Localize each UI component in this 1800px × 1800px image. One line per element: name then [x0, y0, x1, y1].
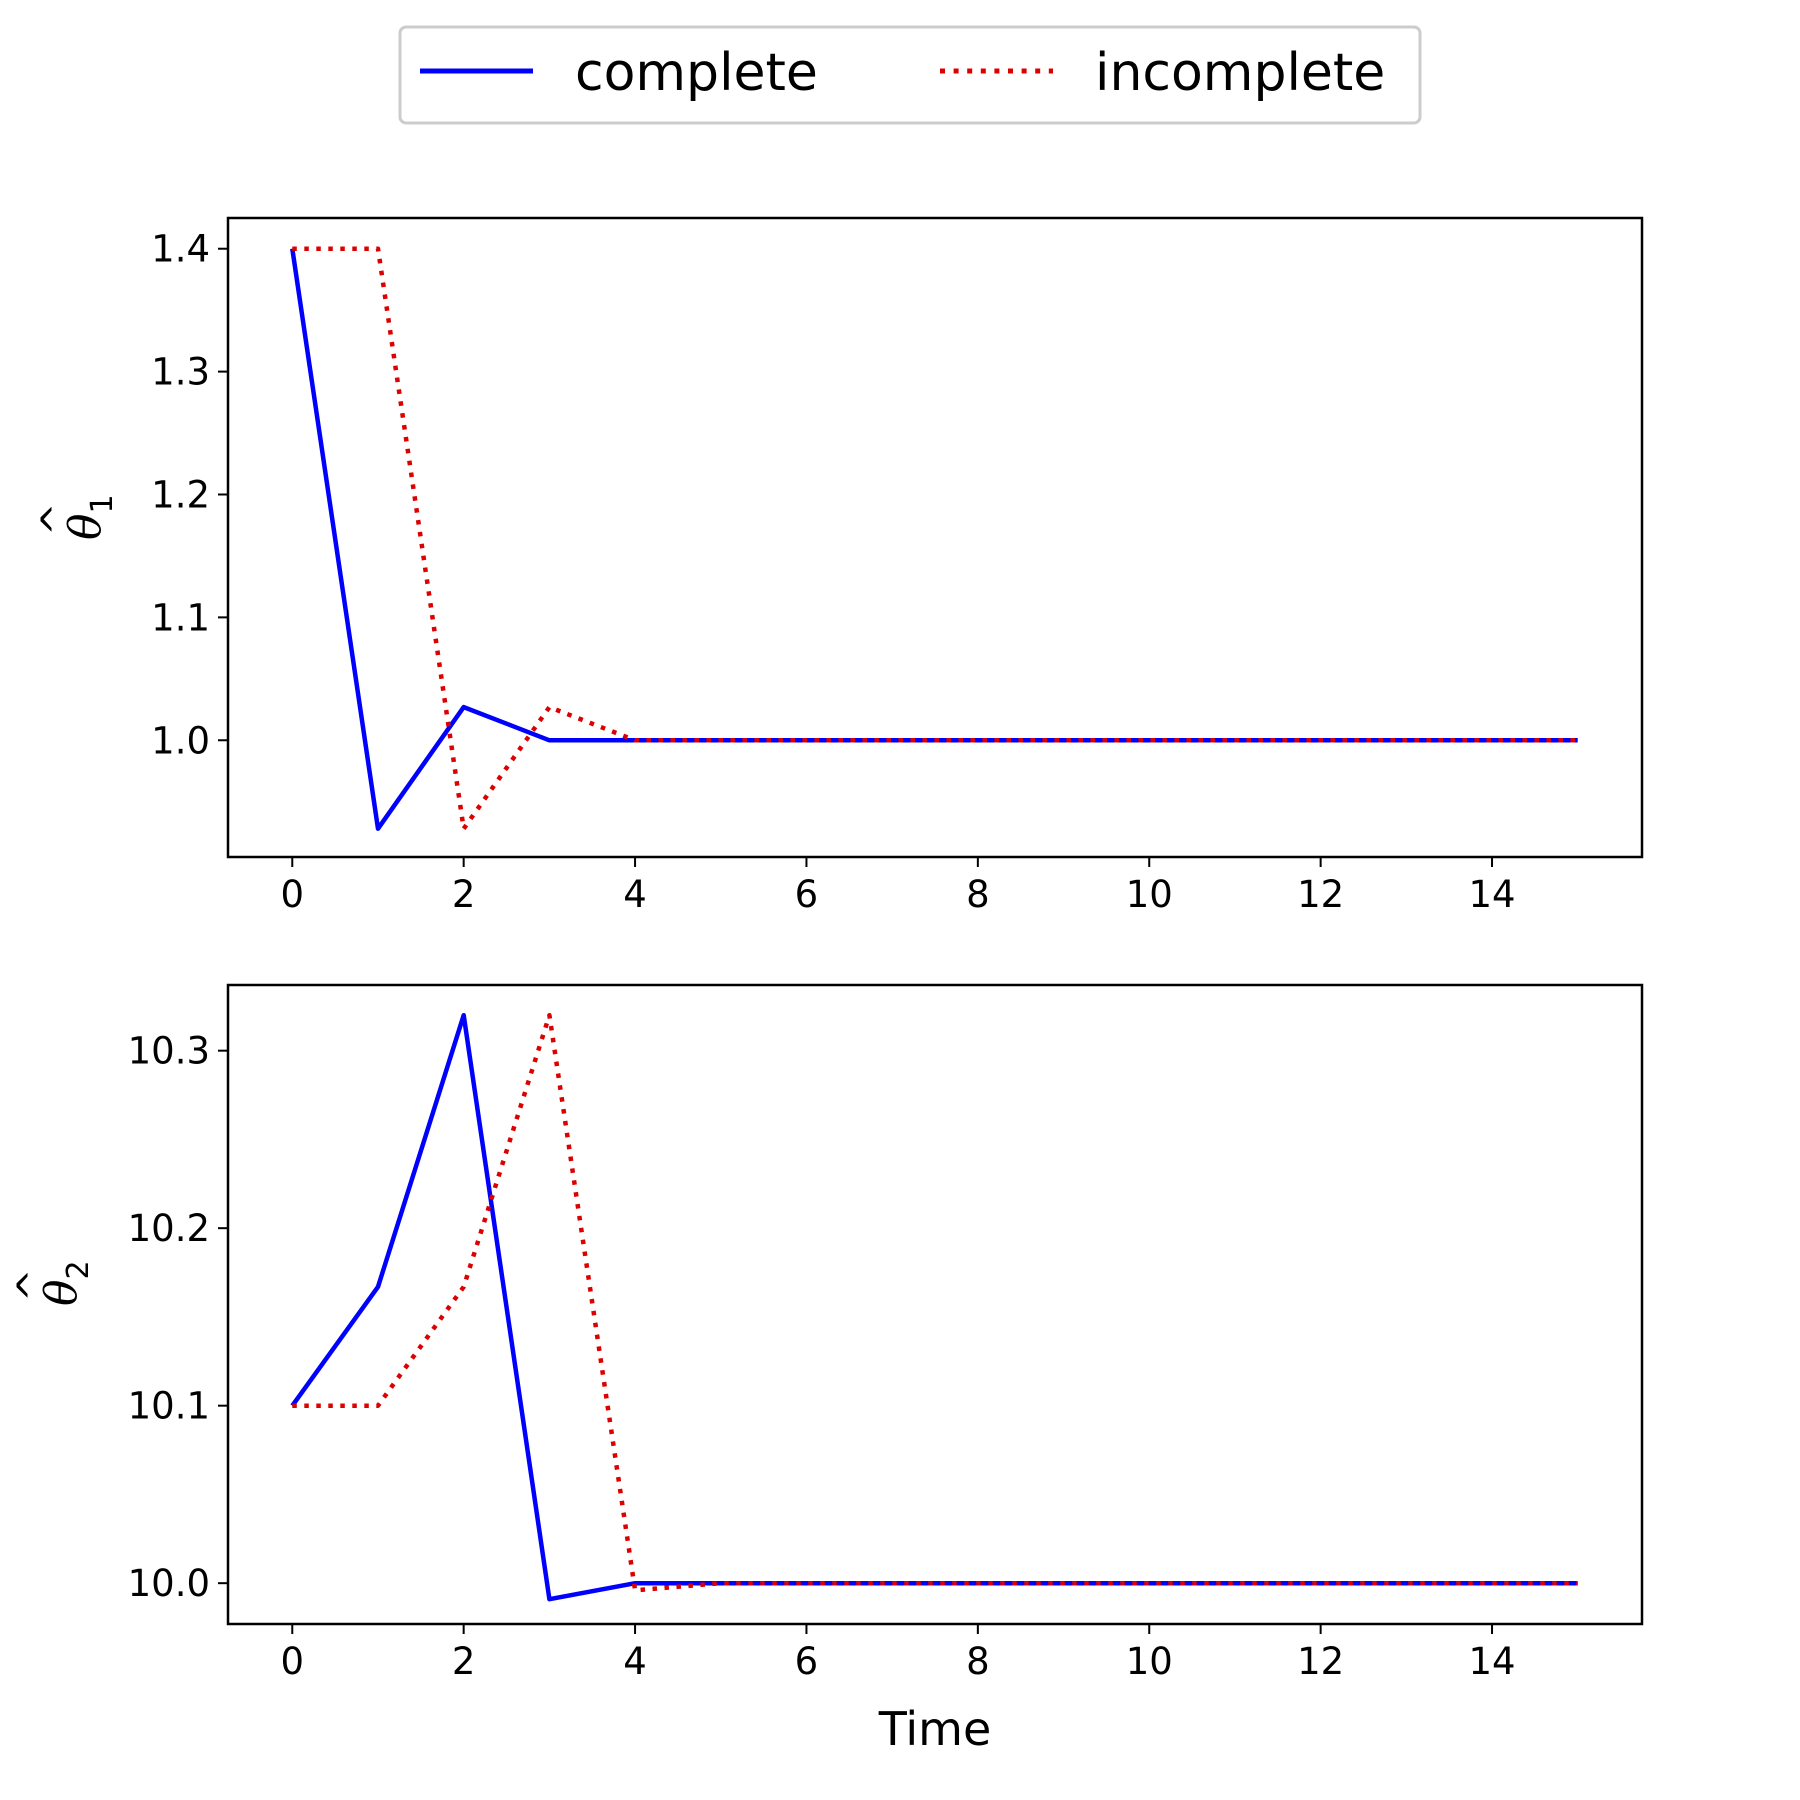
- legend: complete incomplete: [398, 25, 1422, 125]
- x-tick-label: 4: [623, 1640, 647, 1683]
- x-axis-label: Time: [878, 1702, 992, 1756]
- x-ticks-theta1: 0 2 4 6 8 10 12 14: [280, 857, 1516, 916]
- subplot-theta2: 0 2 4 6 8 10 12 14 10.0 10.1 10.2 10.3 θ2 ^ Time: [10, 983, 1644, 1756]
- y-tick-label: 10.0: [128, 1562, 210, 1605]
- y-tick-label: 10.1: [128, 1385, 210, 1428]
- subplot-theta1: 0 2 4 6 8 10 12 14 1.0 1.1 1.2 1.3 1.4 θ1 ^: [34, 216, 1644, 916]
- x-tick-label: 12: [1297, 873, 1344, 916]
- legend-label-complete: complete: [575, 43, 818, 103]
- x-tick-label: 6: [795, 873, 819, 916]
- y-axis-label-theta2-hat: ^: [10, 1268, 56, 1302]
- axes-frame-theta2: [226, 983, 1644, 1626]
- x-tick-label: 2: [452, 873, 476, 916]
- y-tick-label: 1.0: [151, 719, 210, 762]
- y-axis-label-theta1-hat: ^: [34, 502, 80, 536]
- plot-area-theta2: [290, 1012, 1578, 1602]
- y-tick-label: 1.4: [151, 228, 210, 271]
- x-tick-label: 4: [623, 873, 647, 916]
- series-line-incomplete: [292, 246, 1578, 831]
- x-tick-label: 14: [1468, 1640, 1515, 1683]
- x-tick-label: 2: [452, 1640, 476, 1683]
- legend-label-incomplete: incomplete: [1095, 43, 1385, 103]
- y-tick-label: 10.3: [128, 1030, 210, 1073]
- legend-frame: [398, 25, 1422, 125]
- y-ticks-theta1: 1.0 1.1 1.2 1.3 1.4: [151, 228, 228, 762]
- x-tick-label: 14: [1468, 873, 1515, 916]
- y-tick-label: 1.2: [151, 473, 210, 516]
- y-tick-label: 1.1: [151, 596, 210, 639]
- x-ticks-theta2: 0 2 4 6 8 10 12 14: [280, 1624, 1516, 1683]
- axes-frame-theta1: [226, 216, 1644, 859]
- x-tick-label: 0: [280, 873, 304, 916]
- y-tick-label: 1.3: [151, 351, 210, 394]
- x-tick-label: 6: [795, 1640, 819, 1683]
- x-tick-label: 8: [966, 1640, 990, 1683]
- series-line-incomplete: [292, 1012, 1578, 1593]
- y-tick-label: 10.2: [128, 1207, 210, 1250]
- x-tick-label: 10: [1126, 873, 1173, 916]
- plot-area-theta1: [290, 246, 1578, 831]
- x-tick-label: 8: [966, 873, 990, 916]
- x-tick-label: 10: [1126, 1640, 1173, 1683]
- x-tick-label: 12: [1297, 1640, 1344, 1683]
- x-tick-label: 0: [280, 1640, 304, 1683]
- y-axis-label-theta1: θ1: [60, 494, 120, 540]
- y-axis-label-theta2: θ2: [36, 1260, 96, 1306]
- series-line-complete: [290, 1012, 1578, 1602]
- y-ticks-theta2: 10.0 10.1 10.2 10.3: [128, 1030, 228, 1605]
